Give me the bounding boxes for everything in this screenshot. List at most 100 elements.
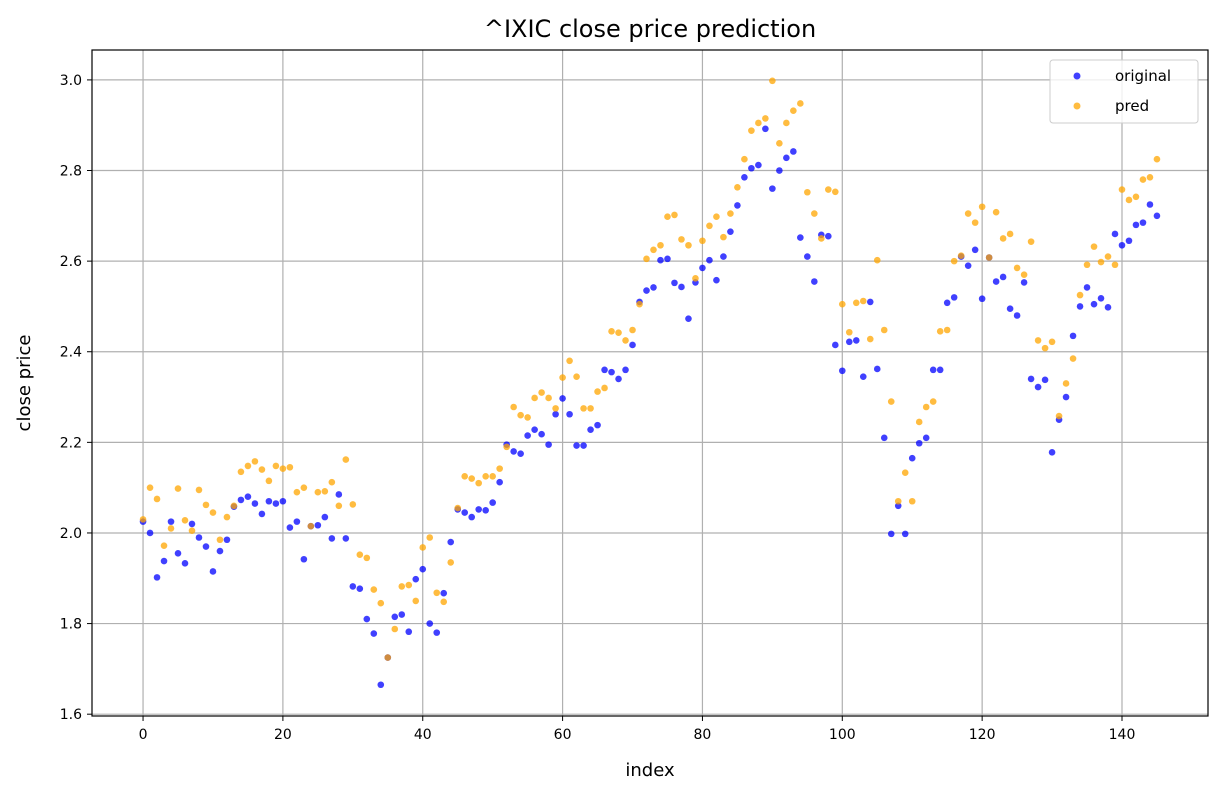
data-point-pred: [873, 256, 881, 264]
data-point-original: [426, 620, 434, 627]
data-point-original: [1083, 284, 1091, 291]
data-point-original: [160, 557, 168, 565]
data-point-pred: [503, 443, 510, 451]
data-point-pred: [342, 456, 350, 463]
data-point-original: [279, 497, 287, 505]
data-point-pred: [832, 188, 839, 196]
data-point-original: [887, 530, 895, 538]
data-point-original: [293, 518, 301, 525]
data-point-original: [776, 167, 783, 174]
data-point-pred: [545, 394, 552, 402]
data-point-pred: [335, 502, 343, 510]
data-point-pred: [608, 328, 615, 335]
x-tick-label: 60: [554, 727, 572, 743]
data-point-pred: [852, 299, 860, 307]
data-point-original: [859, 373, 867, 380]
data-point-original: [880, 434, 888, 442]
data-point-original: [950, 294, 958, 301]
data-point-pred: [202, 501, 210, 509]
data-point-pred: [538, 389, 545, 396]
data-point-original: [643, 287, 650, 294]
data-point-original: [237, 496, 245, 504]
legend-marker-pred: [1073, 102, 1081, 110]
data-point-original: [496, 478, 503, 486]
data-point-pred: [720, 233, 727, 241]
data-point-original: [1041, 376, 1049, 384]
data-point-pred: [755, 119, 762, 127]
data-point-original: [832, 341, 839, 349]
data-point-original: [762, 125, 769, 133]
y-tick-label: 1.8: [60, 617, 82, 633]
data-point-original: [475, 506, 482, 513]
data-point-original: [901, 530, 909, 538]
data-point-pred: [139, 516, 147, 523]
data-point-pred: [1069, 355, 1077, 362]
data-point-pred: [1090, 243, 1098, 250]
data-point-pred: [552, 405, 559, 412]
data-point-pred: [1104, 253, 1112, 260]
data-point-original: [300, 555, 308, 563]
data-point-pred: [790, 107, 797, 115]
data-point-original: [845, 338, 853, 346]
legend-marker-original: [1073, 72, 1081, 80]
data-point-pred: [524, 414, 531, 421]
data-point-original: [335, 491, 343, 498]
data-point-original: [915, 439, 923, 447]
data-point-original: [342, 535, 350, 542]
data-point-pred: [195, 486, 203, 494]
data-point-original: [936, 366, 944, 374]
y-axis-label: close price: [14, 335, 35, 432]
data-point-pred: [950, 257, 958, 265]
data-point-original: [811, 278, 818, 285]
data-point-pred: [1132, 193, 1140, 201]
data-point-pred: [1027, 238, 1035, 245]
y-tick-label: 2.8: [60, 164, 82, 180]
data-point-original: [783, 154, 790, 162]
data-point-pred: [650, 246, 657, 254]
data-point-pred: [971, 219, 979, 226]
data-point-original: [873, 365, 881, 373]
data-point-pred: [433, 589, 441, 597]
data-point-original: [573, 442, 580, 449]
data-point-pred: [293, 488, 301, 496]
data-point-pred: [1118, 186, 1126, 193]
data-point-original: [657, 256, 664, 264]
data-point-pred: [258, 466, 266, 473]
data-point-original: [524, 432, 531, 439]
data-point-original: [755, 161, 762, 169]
data-point-original: [804, 253, 811, 260]
data-point-original: [209, 568, 217, 575]
data-point-pred: [1048, 338, 1056, 346]
data-point-pred: [482, 473, 489, 480]
data-point-original: [223, 536, 231, 544]
data-point-pred: [447, 559, 455, 566]
data-point-pred: [349, 501, 357, 508]
data-point-pred: [468, 475, 475, 482]
data-point-original: [685, 315, 692, 322]
data-point-original: [678, 283, 685, 291]
data-point-pred: [1125, 196, 1133, 204]
data-point-original: [894, 502, 902, 510]
data-point-pred: [992, 208, 1000, 216]
data-point-original: [797, 234, 804, 241]
data-point-pred: [405, 581, 413, 589]
data-point-original: [601, 366, 608, 374]
data-point-pred: [804, 188, 811, 196]
data-point-pred: [859, 297, 867, 305]
data-point-original: [769, 185, 776, 192]
data-point-pred: [748, 127, 755, 134]
data-point-pred: [1076, 291, 1084, 299]
data-point-original: [964, 262, 972, 269]
y-tick-label: 2.4: [60, 345, 82, 361]
data-point-original: [929, 366, 937, 374]
data-point-pred: [475, 479, 482, 487]
data-point-original: [580, 442, 587, 449]
data-point-pred: [377, 599, 385, 607]
data-point-original: [328, 535, 336, 542]
data-point-original: [356, 585, 364, 592]
data-point-original: [195, 534, 203, 541]
data-point-original: [713, 276, 720, 284]
data-point-original: [265, 497, 273, 505]
data-point-pred: [384, 654, 392, 661]
